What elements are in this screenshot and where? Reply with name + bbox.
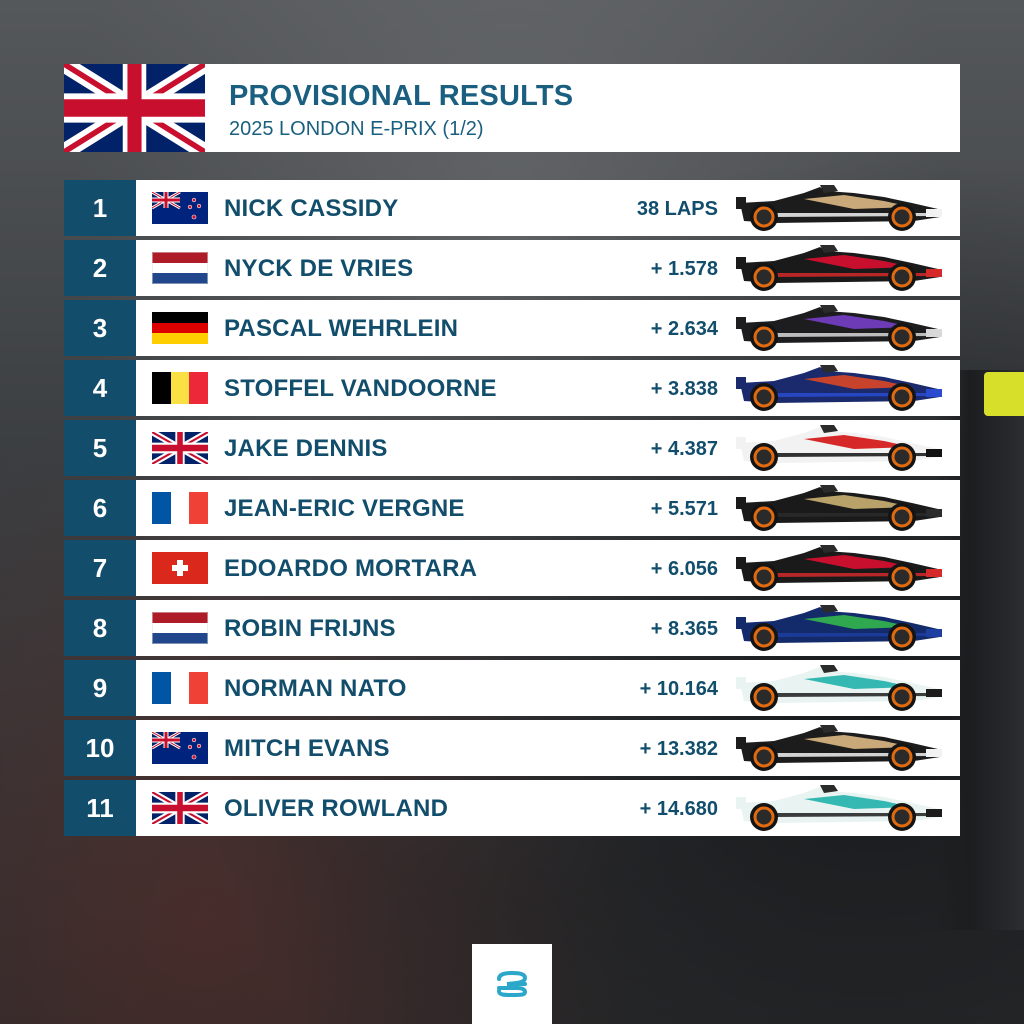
time-gap: + 5.571: [650, 498, 718, 520]
position-number: 8: [64, 600, 136, 656]
car-livery-icon: [734, 303, 944, 353]
position-number: 2: [64, 240, 136, 296]
result-row: 5 JAKE DENNIS + 4.387: [64, 420, 960, 476]
driver-name: NICK CASSIDY: [224, 195, 399, 222]
driver-name: JAKE DENNIS: [224, 435, 388, 462]
nz-flag-icon: [151, 190, 208, 224]
car-livery-icon: [734, 483, 944, 533]
driver-name: ROBIN FRIJNS: [224, 615, 396, 642]
position-number: 3: [64, 300, 136, 356]
time-gap: + 2.634: [650, 318, 718, 340]
car-livery-icon: [734, 603, 944, 653]
position-number: 6: [64, 480, 136, 536]
result-row: 1 NICK CASSIDY 38 LAPS: [64, 180, 960, 236]
driver-name: NYCK DE VRIES: [224, 255, 414, 282]
nz-flag-icon: [151, 730, 208, 764]
driver-name: MITCH EVANS: [224, 735, 390, 762]
page-title: PROVISIONAL RESULTS: [229, 80, 574, 112]
time-gap: + 4.387: [650, 438, 718, 460]
time-gap: + 6.056: [650, 558, 718, 580]
nl-flag-icon: [152, 252, 208, 284]
position-number: 11: [64, 780, 136, 836]
de-flag-icon: [152, 312, 208, 344]
formula-e-logo: [472, 944, 552, 1024]
nl-flag-icon: [152, 612, 208, 644]
result-row: 2 NYCK DE VRIES + 1.578: [64, 240, 960, 296]
car-livery-icon: [734, 423, 944, 473]
result-row: 8 ROBIN FRIJNS + 8.365: [64, 600, 960, 656]
results-header: PROVISIONAL RESULTS 2025 LONDON E-PRIX (…: [64, 64, 960, 152]
gb-flag-icon: [150, 789, 210, 827]
driver-name: OLIVER ROWLAND: [224, 795, 449, 822]
uk-flag-icon: [64, 64, 205, 152]
position-number: 1: [64, 180, 136, 236]
position-number: 4: [64, 360, 136, 416]
driver-name: STOFFEL VANDOORNE: [224, 375, 497, 402]
car-livery-icon: [734, 783, 944, 833]
fr-flag-icon: [152, 672, 208, 704]
result-row: 4 STOFFEL VANDOORNE + 3.838: [64, 360, 960, 416]
driver-name: JEAN-ERIC VERGNE: [224, 495, 465, 522]
position-number: 7: [64, 540, 136, 596]
driver-name: PASCAL WEHRLEIN: [224, 315, 459, 342]
formula-e-logo-icon: [497, 971, 528, 997]
car-livery-icon: [734, 543, 944, 593]
position-number: 5: [64, 420, 136, 476]
result-row: 9 NORMAN NATO + 10.164: [64, 660, 960, 716]
result-row: 6 JEAN-ERIC VERGNE + 5.571: [64, 480, 960, 536]
gb-flag-icon: [150, 429, 210, 467]
car-livery-icon: [734, 663, 944, 713]
car-livery-icon: [734, 183, 944, 233]
time-gap: + 8.365: [650, 618, 718, 640]
driver-name: EDOARDO MORTARA: [224, 555, 478, 582]
time-gap: + 13.382: [639, 738, 718, 760]
result-row: 3 PASCAL WEHRLEIN + 2.634: [64, 300, 960, 356]
fr-flag-icon: [152, 492, 208, 524]
time-gap: + 14.680: [639, 798, 718, 820]
time-gap: + 1.578: [650, 258, 718, 280]
position-number: 9: [64, 660, 136, 716]
results-table: 1 NICK CASSIDY 38 LAPS 2 NYCK DE VRIES + 1.…: [64, 180, 960, 840]
car-livery-icon: [734, 363, 944, 413]
driver-name: NORMAN NATO: [224, 675, 407, 702]
position-number: 10: [64, 720, 136, 776]
car-livery-icon: [734, 243, 944, 293]
time-gap: + 10.164: [639, 678, 718, 700]
car-livery-icon: [734, 723, 944, 773]
be-flag-icon: [152, 372, 208, 404]
time-gap: 38 LAPS: [636, 198, 718, 220]
page-subtitle: 2025 LONDON E-PRIX (1/2): [229, 118, 484, 140]
result-row: 10 MITCH EVANS + 13.382: [64, 720, 960, 776]
background-car-fin: [984, 372, 1024, 416]
time-gap: + 3.838: [650, 378, 718, 400]
ch-flag-icon: [152, 552, 208, 584]
result-row: 7 EDOARDO MORTARA + 6.056: [64, 540, 960, 596]
result-row: 11 OLIVER ROWLAND + 14.680: [64, 780, 960, 836]
